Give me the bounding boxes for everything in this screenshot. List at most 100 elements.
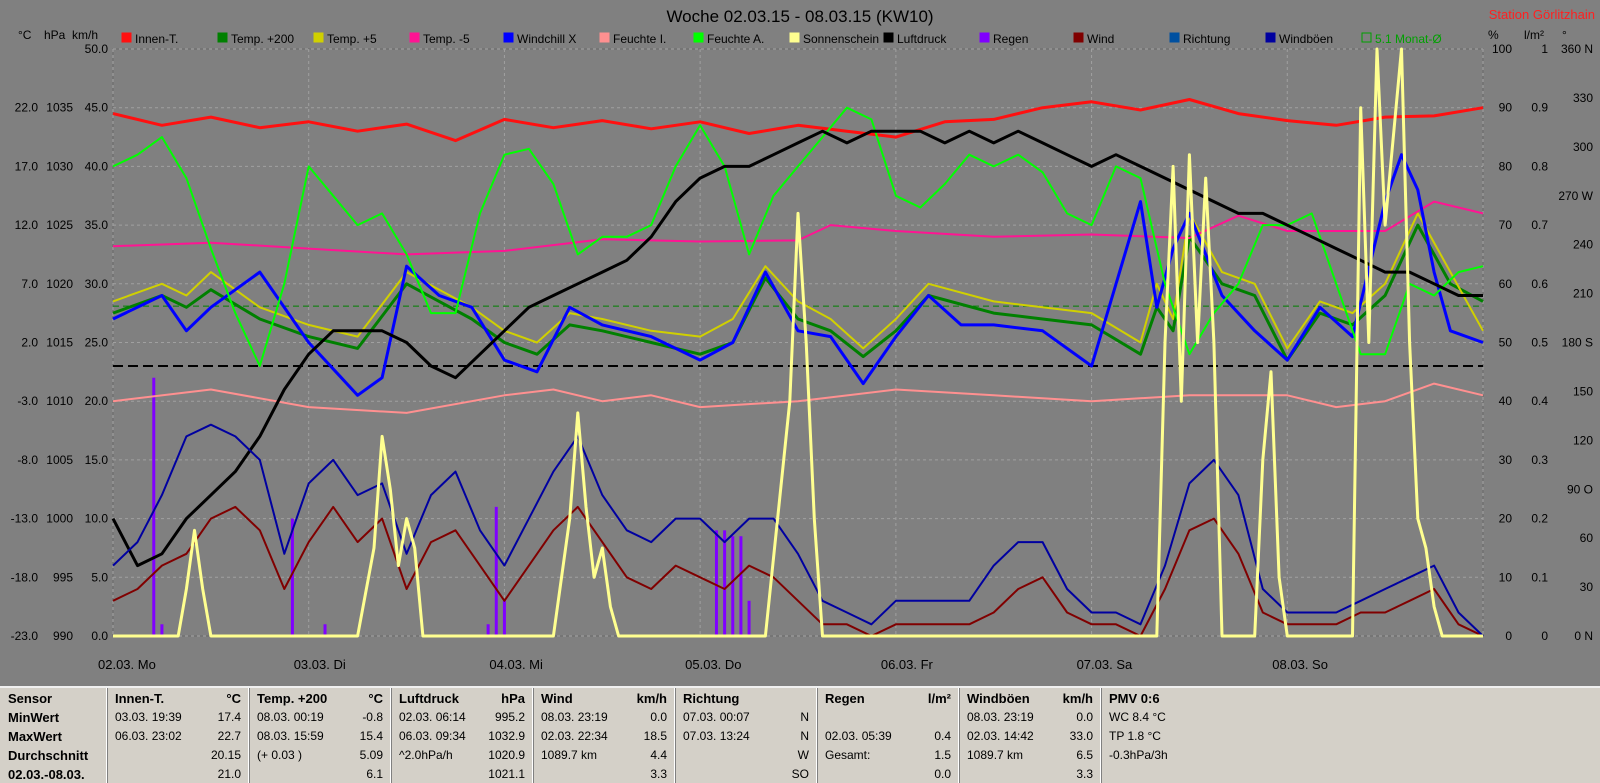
x-tick-label: 06.03. Fr — [881, 657, 934, 672]
stats-cell-value: 6.5 — [1076, 748, 1093, 762]
grid — [112, 48, 1484, 637]
stats-cell-row: -0.3hPa/3h — [1101, 746, 1600, 765]
legend-swatch — [1361, 32, 1372, 43]
stats-cell-row: 3.3 — [959, 765, 1101, 783]
tick-label: 0.6 — [1531, 277, 1548, 291]
stats-cell-date: ^2.0hPa/h — [399, 748, 453, 762]
tick-label: 22.0 — [15, 101, 39, 115]
stats-column-header: PMV 0:6 — [1101, 689, 1600, 708]
tick-label: 30.0 — [85, 277, 109, 291]
rain-bar — [486, 624, 490, 636]
stats-cell-row: 02.03. 05:39 0.4 — [817, 727, 959, 746]
tick-label: -3.0 — [17, 394, 38, 408]
tick-label: 70 — [1499, 218, 1513, 232]
stats-cell-row: W — [675, 746, 817, 765]
tick-label: 120 — [1573, 433, 1593, 447]
stats-cell-row: 21.0 — [107, 765, 249, 783]
tick-label: 1020 — [46, 277, 73, 291]
stats-cell-row: 20.15 — [107, 746, 249, 765]
stats-column-header: Luftdruck hPa — [391, 689, 533, 708]
stats-column: Innen-T. °C 03.03. 19:39 17.4 06.03. 23:02 22… — [106, 688, 249, 783]
stats-cell-date: WC 8.4 °C — [1109, 710, 1166, 724]
tick-label: 1005 — [46, 453, 73, 467]
series-line — [112, 223, 1484, 362]
tick-label: 270 W — [1558, 189, 1593, 203]
tick-label: 150 — [1573, 384, 1593, 398]
stats-cell-date: Gesamt: — [825, 748, 871, 762]
stats-cell-value: 3.3 — [650, 767, 667, 781]
tick-label: 180 S — [1562, 336, 1593, 350]
stats-column-header: Innen-T. °C — [107, 689, 249, 708]
tick-label: 100 — [1492, 42, 1512, 56]
stats-cell-date: 03.03. 19:39 — [115, 710, 182, 724]
stats-column-header: Temp. +200 °C — [249, 689, 391, 708]
rain-bars — [152, 377, 751, 636]
stats-column-unit: °C — [226, 691, 241, 706]
legend-swatch — [789, 32, 800, 43]
stats-column-unit: km/h — [636, 691, 667, 706]
stats-cell-date: 08.03. 23:19 — [967, 710, 1034, 724]
stats-cell-row: TP 1.8 °C — [1101, 727, 1600, 746]
tick-label: -23.0 — [11, 629, 39, 643]
stats-cell-value: W — [797, 748, 809, 762]
rain-bar — [714, 530, 718, 636]
legend-label: Regen — [993, 32, 1028, 46]
stats-cell-date: 06.03. 09:34 — [399, 729, 466, 743]
stats-cell-value: 0.4 — [934, 729, 951, 743]
tick-label: 0 — [1505, 629, 1512, 643]
rain-bar — [152, 377, 156, 636]
tick-label: 300 — [1573, 140, 1593, 154]
stats-cell-row: ^2.0hPa/h 1020.9 — [391, 746, 533, 765]
tick-label: 90 — [1499, 101, 1513, 115]
stats-column-header: Windböen km/h — [959, 689, 1101, 708]
stats-column-title: PMV 0:6 — [1109, 691, 1160, 706]
stats-table: Sensor MinWert MaxWert Durchschnitt 02.0… — [0, 686, 1600, 783]
tick-label: 1015 — [46, 336, 73, 350]
stats-column-header: Regen l/m² — [817, 689, 959, 708]
x-tick-label: 04.03. Mi — [489, 657, 543, 672]
series-line — [112, 505, 1484, 637]
tick-label: 240 — [1573, 238, 1593, 252]
stats-cell-date: -0.3hPa/3h — [1109, 748, 1168, 762]
tick-label: -8.0 — [17, 453, 38, 467]
series-line — [113, 47, 1483, 638]
stats-cell-value: N — [800, 729, 809, 743]
stats-cell-row: 08.03. 00:19 -0.8 — [249, 708, 391, 727]
rain-bar — [731, 536, 735, 636]
stats-cell-value: 17.4 — [217, 710, 241, 724]
stats-cell-row: 08.03. 23:19 0.0 — [959, 708, 1101, 727]
legend-swatch — [883, 32, 894, 43]
stats-column-title: Innen-T. — [115, 691, 165, 706]
stats-cell-value: 995.2 — [494, 710, 525, 724]
tick-label: 0.5 — [1531, 336, 1548, 350]
x-tick-label: 05.03. Do — [685, 657, 741, 672]
rain-bar — [290, 518, 294, 636]
legend-swatch — [313, 32, 324, 43]
series-line — [112, 98, 1484, 143]
stats-cell-row: 02.03. 22:34 18.5 — [533, 727, 675, 746]
stats-cell-row: SO — [675, 765, 817, 783]
legend-label: Luftdruck — [897, 32, 947, 46]
row-label-column: Sensor MinWert MaxWert Durchschnitt 02.0… — [0, 688, 106, 783]
tick-label: 210 — [1573, 287, 1593, 301]
legend-swatch — [217, 32, 228, 43]
tick-label: 15.0 — [85, 453, 109, 467]
stats-cell-date: 08.03. 00:19 — [257, 710, 324, 724]
stats-column-unit: l/m² — [927, 691, 951, 706]
legend-label: Richtung — [1183, 32, 1230, 46]
row-label-period: 02.03.-08.03. — [8, 767, 85, 782]
stats-column: Windböen km/h 08.03. 23:19 0.0 02.03. 14:42 3… — [958, 688, 1101, 783]
tick-label: 0.2 — [1531, 512, 1548, 526]
stats-cell-value: 1021.1 — [488, 767, 525, 781]
stats-cell-date: 08.03. 15:59 — [257, 729, 324, 743]
stats-cell-row: Gesamt: 1.5 — [817, 746, 959, 765]
stats-cell-value: 1020.9 — [488, 748, 525, 762]
stats-cell-value: 18.5 — [643, 729, 667, 743]
stats-cell-date: 06.03. 23:02 — [115, 729, 182, 743]
tick-label: 1030 — [46, 159, 73, 173]
stats-cell-value: 3.3 — [1076, 767, 1093, 781]
row-label-sensor: Sensor — [8, 691, 53, 706]
tick-label: 40.0 — [85, 159, 109, 173]
stats-column: Richtung 07.03. 00:07 N 07.03. 13:24 N W SO — [674, 688, 817, 783]
stats-cell-row: 08.03. 15:59 15.4 — [249, 727, 391, 746]
